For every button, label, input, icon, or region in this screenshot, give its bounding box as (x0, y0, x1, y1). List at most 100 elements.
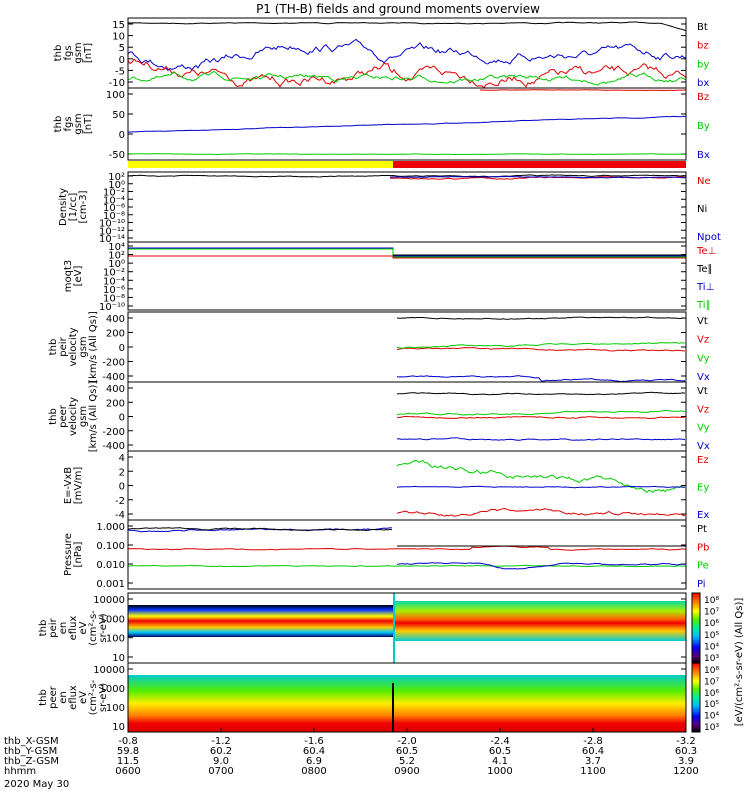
y-tick-label: 1000 (100, 614, 125, 625)
time-axis-value: 60.4 (303, 746, 325, 757)
y-axis-label: (cm²-s- (88, 610, 99, 646)
colorbar-scale (691, 592, 701, 664)
series-line-vx (396, 375, 686, 383)
series-line-ez (396, 507, 686, 517)
y-axis-label: E=-VxB (63, 467, 74, 504)
colorbar-tick-label: 10⁴ (704, 712, 719, 722)
chart-title: P1 (TH-B) fields and ground moments over… (256, 2, 540, 16)
y-tick-label: 15 (112, 20, 125, 31)
y-tick-label: 4 (119, 453, 125, 464)
colorbar-tick-label: 10³ (704, 654, 719, 664)
series-line-pe (127, 564, 687, 568)
y-tick-label: 0 (119, 130, 125, 141)
date-label: 2020 May 30 (4, 779, 69, 790)
colorbar-tick-label: 10⁸ (704, 596, 719, 606)
series-line-npot (390, 175, 687, 179)
y-axis-label: (cm²-s- (88, 679, 99, 715)
time-axis-value: -2.0 (397, 736, 417, 747)
y-tick-label: -50 (109, 150, 125, 161)
series-line-vt (396, 316, 686, 320)
series-line-bx (128, 115, 686, 133)
series-line-bz (480, 89, 687, 91)
y-axis-label: eV (78, 691, 89, 704)
y-axis-label: fgs (63, 116, 74, 131)
y-tick-label: 10⁻² (103, 268, 125, 279)
y-tick-label: 10⁻⁶ (103, 203, 125, 214)
legend-entry-ez: Ez (697, 455, 709, 466)
legend-entry-ti: Ti∥ (696, 300, 711, 311)
series-line-ex (396, 485, 686, 489)
y-tick-label: 10⁻¹⁰ (99, 219, 125, 230)
series-line-vt (397, 391, 686, 396)
panel-frame (127, 519, 687, 590)
time-axis-value: -2.8 (583, 736, 603, 747)
y-axis-label: [nT] (83, 43, 94, 63)
y-tick-label: 0 (119, 55, 125, 66)
y-tick-label: 10000 (93, 665, 125, 676)
colorbar-tick-label: 10⁵ (704, 700, 719, 710)
panel-frame (127, 450, 687, 521)
legend-entry-vz: Vz (697, 335, 709, 346)
series-line-vz (396, 346, 685, 352)
y-tick-label: -200 (102, 358, 125, 369)
y-tick-label: 10⁻¹² (99, 226, 125, 237)
time-axis-value: 5.2 (399, 756, 415, 767)
y-tick-label: 0.010 (96, 560, 125, 571)
colorbar-tick-label: 10⁶ (704, 689, 719, 699)
panel-frame (127, 171, 687, 243)
y-tick-label: 10⁻⁴ (103, 195, 125, 206)
y-axis-label: Density (58, 188, 69, 226)
legend-entry-ex: Ex (697, 510, 709, 521)
y-axis-label: en (58, 691, 69, 704)
time-axis-value: 11.5 (117, 756, 139, 767)
series-line-pt (128, 527, 393, 531)
y-tick-label: 100 (106, 90, 125, 101)
y-axis-label: eflux (68, 685, 79, 710)
legend-entry-by: By (697, 121, 710, 132)
time-axis-value: -1.6 (304, 736, 324, 747)
colorbar-tick-label: 10⁶ (704, 619, 719, 629)
legend-entry-ti: Ti⊥ (696, 282, 714, 293)
series-line-vy (396, 341, 686, 349)
spectrogram-band (393, 601, 686, 641)
y-tick-label: 10² (108, 251, 125, 262)
legend-entry-vx: Vx (697, 372, 710, 383)
y-tick-label: 0 (119, 413, 125, 424)
y-axis-label: thb (53, 45, 64, 62)
y-axis-label: Pressure (63, 533, 74, 576)
time-axis-row-label: thb_X-GSM (4, 736, 59, 747)
spectrogram-band (128, 675, 686, 732)
y-tick-label: 10⁻¹⁴ (99, 234, 125, 245)
y-tick-label: 200 (106, 329, 125, 340)
legend-entry-bz: bz (697, 41, 709, 52)
panel-frame (127, 87, 687, 161)
time-axis-value: 60.4 (582, 746, 604, 757)
y-tick-label: 100 (106, 703, 125, 714)
y-tick-label: 10 (112, 653, 125, 664)
y-axis-label: [km/s (All Qs)] (88, 311, 99, 383)
time-axis-value: 1100 (580, 766, 605, 777)
y-tick-label: 10⁻⁴ (103, 276, 125, 287)
y-axis-label: eV (78, 621, 89, 634)
legend-entry-vt: Vt (697, 316, 708, 327)
y-axis-label: thb (48, 408, 59, 425)
legend-entry-by: by (697, 59, 709, 70)
legend-entry-ne: Ne (697, 176, 711, 187)
legend-entry-bx: bx (697, 78, 709, 89)
time-axis-value: 60.2 (210, 746, 232, 757)
colorbar-tick-label: 10⁷ (704, 677, 719, 687)
y-axis-label: velocity (68, 327, 79, 366)
y-tick-label: 10 (112, 722, 125, 733)
legend-entry-pt: Pt (697, 524, 707, 535)
series-line-teperp (128, 255, 686, 259)
time-axis-value: 0700 (208, 766, 233, 777)
time-axis-value: -0.8 (118, 736, 138, 747)
y-tick-label: 0.100 (96, 541, 125, 552)
y-axis-label: sr-eV) (98, 613, 109, 642)
legend-entry-bt: Bt (697, 22, 708, 33)
y-axis-label: thb (53, 116, 64, 133)
time-axis-value: 60.3 (675, 746, 697, 757)
series-line-bx (127, 38, 687, 71)
